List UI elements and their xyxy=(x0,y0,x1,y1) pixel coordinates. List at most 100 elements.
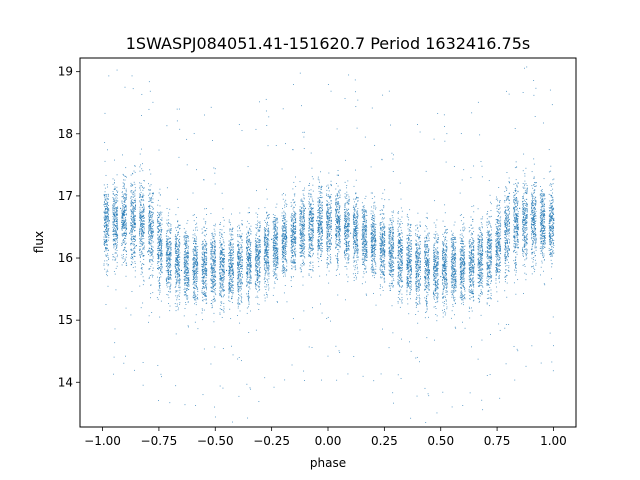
data-point xyxy=(266,249,268,251)
data-point xyxy=(174,287,176,288)
data-point xyxy=(104,244,106,246)
data-point xyxy=(151,245,153,247)
data-point xyxy=(256,280,258,282)
data-point xyxy=(203,218,205,220)
data-point xyxy=(184,308,186,309)
data-point xyxy=(232,228,233,230)
data-point xyxy=(238,286,240,288)
data-point xyxy=(178,250,180,252)
data-point xyxy=(169,270,171,272)
data-point xyxy=(176,264,178,266)
data-point xyxy=(258,275,260,277)
data-point xyxy=(176,249,178,251)
data-point xyxy=(167,294,169,296)
data-point xyxy=(141,204,142,206)
data-point xyxy=(184,234,186,236)
data-point xyxy=(151,249,153,251)
data-point xyxy=(152,101,154,103)
data-point xyxy=(167,268,169,270)
data-point xyxy=(105,255,107,256)
data-point xyxy=(186,269,188,271)
data-point xyxy=(214,225,216,227)
data-point xyxy=(159,284,161,286)
data-point xyxy=(213,289,215,290)
data-point xyxy=(116,230,118,232)
data-point xyxy=(246,259,248,261)
data-point xyxy=(228,221,230,223)
data-point xyxy=(241,270,243,272)
data-point xyxy=(203,268,205,270)
data-point xyxy=(114,188,116,189)
data-point xyxy=(214,246,216,248)
data-point xyxy=(185,247,187,249)
data-point xyxy=(121,196,123,198)
data-point xyxy=(149,259,151,261)
data-point xyxy=(122,196,124,198)
data-point xyxy=(132,194,134,196)
data-point xyxy=(186,298,188,300)
data-point xyxy=(169,257,171,259)
data-point xyxy=(230,262,232,264)
data-point xyxy=(211,252,213,254)
data-point xyxy=(211,247,213,249)
data-point xyxy=(213,251,215,253)
data-point xyxy=(143,180,145,181)
data-point xyxy=(104,196,106,198)
data-point xyxy=(241,246,243,248)
data-point xyxy=(160,224,162,226)
data-point xyxy=(134,195,136,197)
data-point xyxy=(157,220,159,222)
data-point xyxy=(212,301,214,303)
data-point xyxy=(168,262,170,264)
data-point xyxy=(130,224,132,226)
data-point xyxy=(237,276,239,277)
data-point xyxy=(246,252,248,254)
data-point xyxy=(213,297,215,299)
data-point xyxy=(177,251,179,253)
data-point xyxy=(103,238,105,240)
data-point xyxy=(159,291,161,293)
data-point xyxy=(174,266,176,267)
data-point xyxy=(183,258,185,260)
data-point xyxy=(133,203,134,205)
data-point xyxy=(221,264,223,265)
data-point xyxy=(241,130,243,132)
data-point xyxy=(212,236,214,238)
data-point xyxy=(166,259,168,261)
data-point xyxy=(212,232,214,234)
data-point xyxy=(112,240,114,242)
data-point xyxy=(121,221,123,223)
data-point xyxy=(219,292,221,294)
data-point xyxy=(174,238,176,240)
data-point xyxy=(149,169,151,171)
data-point xyxy=(219,262,221,264)
data-point xyxy=(139,215,141,217)
data-point xyxy=(160,245,162,247)
data-point xyxy=(249,268,251,270)
data-point xyxy=(184,264,186,266)
data-point xyxy=(247,257,249,259)
data-point xyxy=(130,230,132,232)
data-point xyxy=(246,285,247,287)
data-point xyxy=(161,243,163,245)
data-point xyxy=(125,264,127,266)
data-point xyxy=(193,262,195,264)
data-point xyxy=(158,213,160,215)
data-point xyxy=(135,226,137,228)
data-point xyxy=(273,238,275,240)
data-point xyxy=(121,245,123,246)
data-point xyxy=(238,271,240,273)
data-point xyxy=(104,234,106,236)
data-point xyxy=(196,229,198,231)
data-point xyxy=(184,267,186,269)
data-point xyxy=(195,247,197,249)
data-point xyxy=(148,189,150,191)
data-point xyxy=(141,241,143,242)
data-point xyxy=(184,248,186,250)
data-point xyxy=(195,261,196,263)
data-point xyxy=(196,260,198,262)
data-point xyxy=(259,261,261,263)
data-point xyxy=(148,213,149,215)
data-point xyxy=(195,259,197,261)
data-point xyxy=(158,230,160,232)
